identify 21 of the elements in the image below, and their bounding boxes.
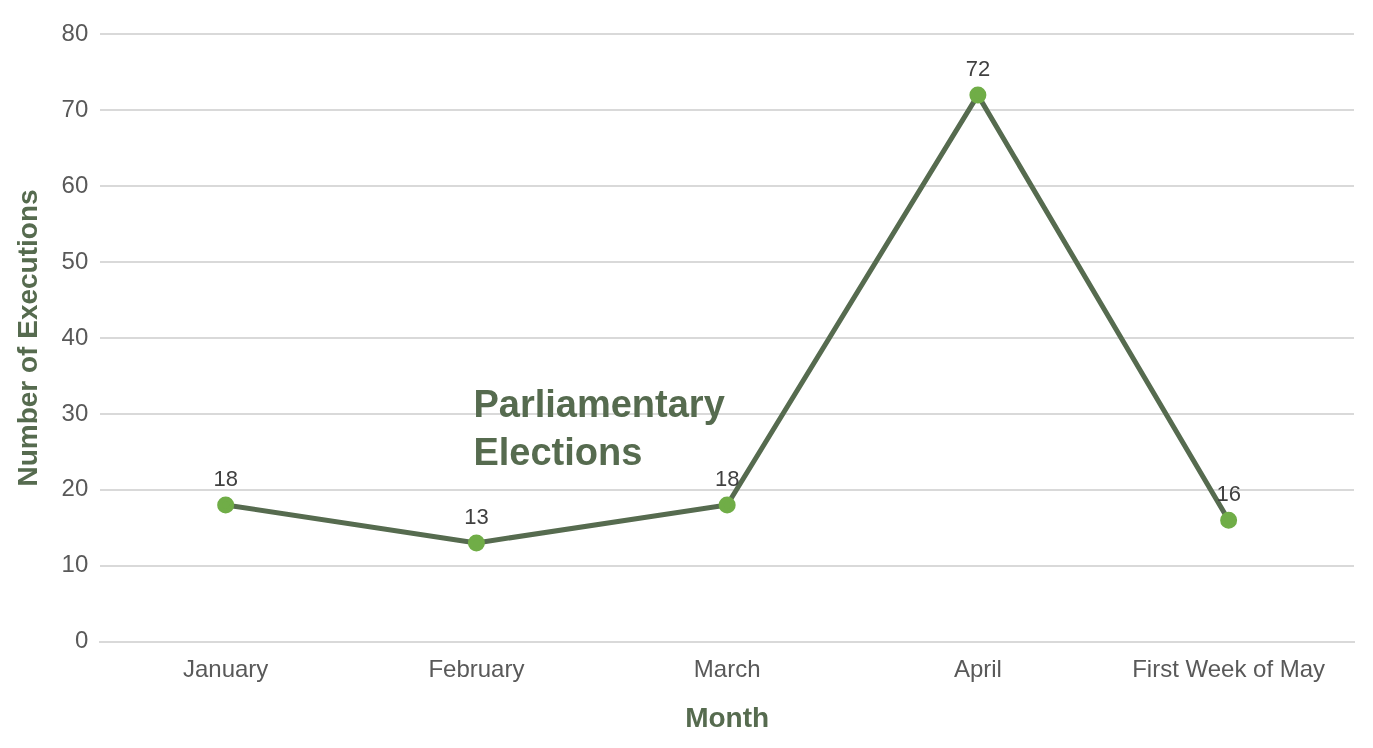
y-tick-label: 40 bbox=[61, 322, 89, 350]
data-label: 13 bbox=[464, 503, 489, 529]
y-tick-label: 10 bbox=[61, 550, 89, 578]
x-tick-label: February bbox=[428, 654, 525, 682]
x-tick-label: March bbox=[693, 654, 761, 682]
data-label: 16 bbox=[1216, 481, 1241, 507]
data-label: 18 bbox=[213, 466, 238, 492]
data-label: 18 bbox=[714, 466, 740, 492]
y-tick-label: 30 bbox=[61, 398, 89, 426]
y-tick-label: 50 bbox=[61, 246, 89, 274]
y-tick-label: 80 bbox=[61, 19, 89, 47]
y-tick-label: 60 bbox=[61, 170, 89, 198]
y-tick-label: 70 bbox=[61, 94, 89, 122]
x-tick-label: April bbox=[953, 654, 1002, 682]
y-axis-title: Number of Executions bbox=[11, 189, 43, 487]
x-tick-label: January bbox=[182, 654, 269, 682]
y-tick-label: 0 bbox=[74, 626, 89, 654]
data-label: 72 bbox=[965, 56, 991, 82]
y-tick-label: 20 bbox=[61, 474, 89, 502]
x-tick-label: First Week of May bbox=[1132, 654, 1326, 682]
x-axis-title: Month bbox=[685, 701, 770, 733]
